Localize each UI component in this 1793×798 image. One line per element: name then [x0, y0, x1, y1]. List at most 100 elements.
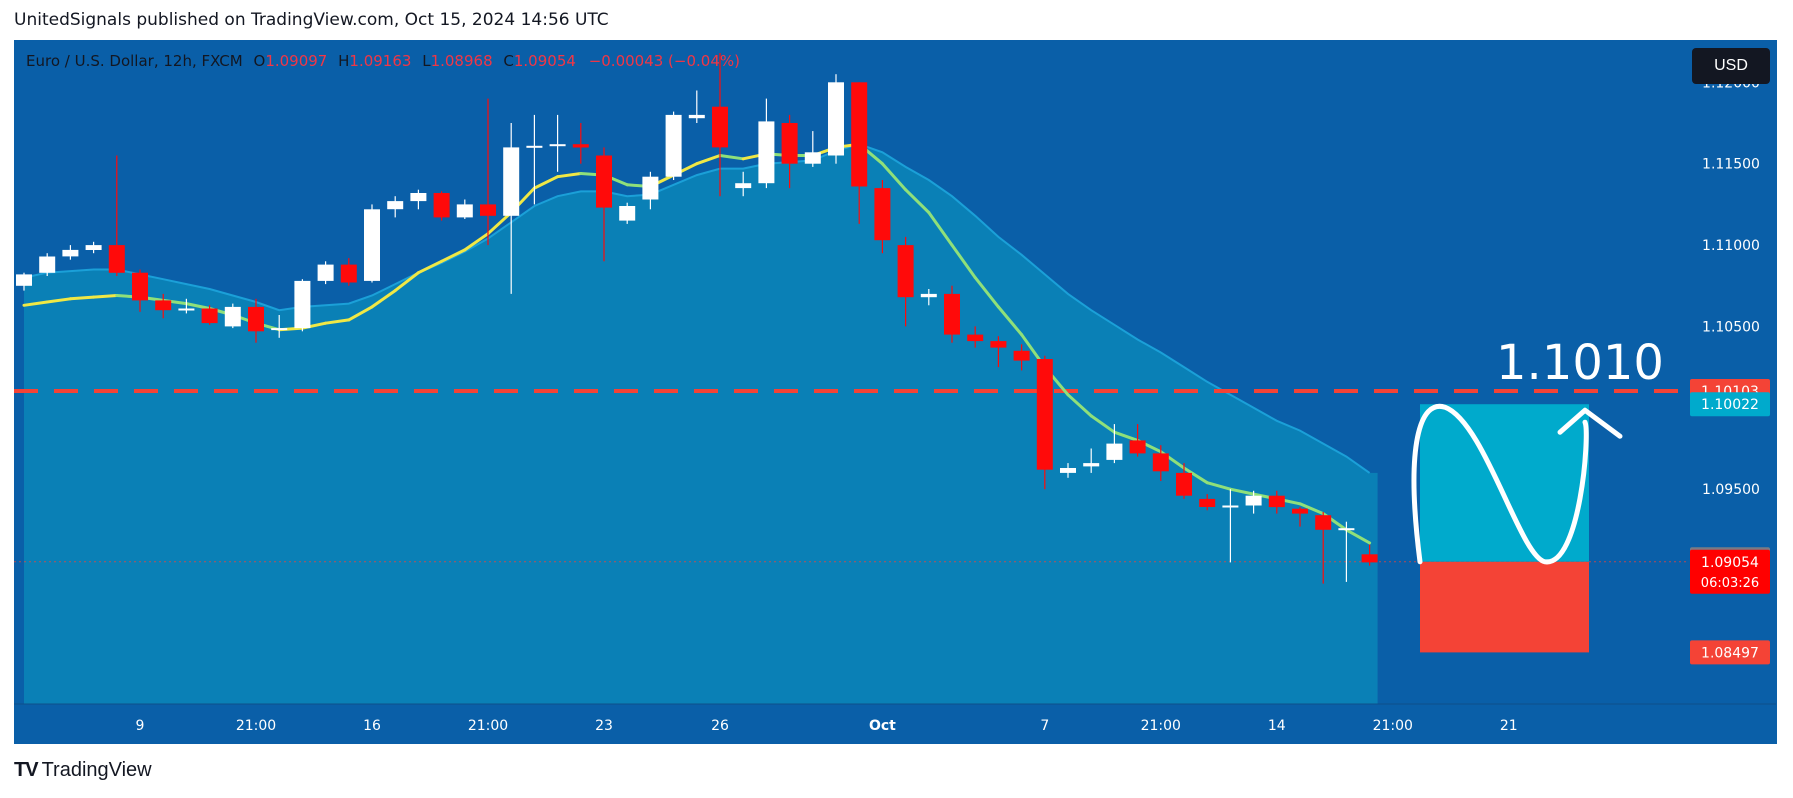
candle-body[interactable]	[851, 82, 868, 187]
candle-body[interactable]	[1222, 505, 1239, 508]
candle-body[interactable]	[433, 193, 450, 218]
candle-body[interactable]	[944, 293, 960, 335]
time-tick-label: 21:00	[1373, 718, 1413, 734]
plot-area[interactable]	[14, 53, 1686, 704]
time-tick-label: 16	[363, 718, 381, 734]
ema-fast-segment	[486, 211, 513, 236]
ema-fast-segment	[996, 305, 1024, 337]
candle-body[interactable]	[503, 147, 520, 216]
stop-zone[interactable]	[1420, 561, 1589, 653]
candle-body[interactable]	[526, 145, 543, 148]
ema-fast-segment	[184, 302, 212, 310]
price-tag-label: 1.08497	[1701, 645, 1759, 661]
candle-body[interactable]	[201, 308, 218, 324]
candle-body[interactable]	[317, 264, 334, 281]
time-axis[interactable]: 9 21:00 16 21:00 23 26 Oct 7 21:00 14 21:00 21	[14, 703, 1777, 744]
ema-fast-segment	[904, 188, 931, 214]
candle-body[interactable]	[1083, 463, 1100, 467]
candle-body[interactable]	[990, 341, 1007, 348]
candle-body[interactable]	[39, 256, 56, 273]
candle-body[interactable]	[155, 300, 172, 311]
candle-body[interactable]	[1199, 498, 1216, 507]
candle-body[interactable]	[572, 144, 589, 148]
currency-button[interactable]: USD	[1692, 48, 1770, 84]
candle-body[interactable]	[967, 334, 984, 342]
candle-body[interactable]	[62, 249, 79, 257]
ema-fast-segment	[1182, 466, 1209, 485]
ema-fast-segment	[92, 294, 119, 299]
bar-countdown: 06:03:26	[1701, 576, 1759, 591]
candle-body[interactable]	[1129, 440, 1146, 454]
candle-body[interactable]	[271, 328, 288, 331]
open-value: 1.09097	[265, 52, 328, 70]
candle-body[interactable]	[16, 274, 32, 286]
candle-body[interactable]	[1106, 443, 1123, 460]
candle-body[interactable]	[1036, 359, 1053, 470]
ema-fast-segment	[1298, 502, 1325, 516]
drawings-layer[interactable]: 1.1010	[1411, 335, 1664, 653]
ema-fast-segment	[1205, 481, 1232, 491]
candle-body[interactable]	[920, 293, 937, 298]
candle-body[interactable]	[1315, 515, 1332, 530]
candle-body[interactable]	[132, 272, 148, 301]
candle-body[interactable]	[248, 306, 264, 332]
candle-body[interactable]	[1292, 508, 1308, 514]
time-axis-strip[interactable]	[14, 704, 1777, 744]
candle-body[interactable]	[364, 209, 380, 281]
ema-fast-segment	[880, 162, 908, 192]
candle-body[interactable]	[410, 193, 427, 202]
candle-body[interactable]	[781, 123, 798, 164]
candle-body[interactable]	[224, 306, 241, 327]
price-axis[interactable]: 1.120001.115001.110001.105001.100001.095…	[1690, 75, 1770, 665]
candle-body[interactable]	[735, 183, 752, 189]
candle-body[interactable]	[549, 144, 566, 147]
price-tag[interactable]	[1690, 549, 1770, 594]
projection-curve[interactable]	[1411, 403, 1589, 565]
price-tag[interactable]	[1690, 392, 1770, 417]
candle-body[interactable]	[108, 245, 125, 273]
candle-body[interactable]	[758, 121, 775, 184]
symbol-title[interactable]: Euro / U.S. Dollar, 12h, FXCM	[26, 52, 243, 70]
candle-body[interactable]	[1152, 453, 1169, 472]
candle-body[interactable]	[642, 176, 659, 200]
candle-body[interactable]	[456, 204, 473, 218]
close-label: C	[503, 52, 514, 70]
candle-body[interactable]	[178, 308, 195, 311]
candle-body[interactable]	[1060, 468, 1076, 473]
candle-body[interactable]	[596, 155, 612, 208]
candle-body[interactable]	[480, 204, 496, 216]
candle-body[interactable]	[294, 280, 311, 329]
low-value: 1.08968	[430, 52, 493, 70]
candle-body[interactable]	[619, 206, 636, 221]
tradingview-logo[interactable]: TV TradingView	[14, 759, 152, 782]
projection-arrowhead	[1557, 407, 1623, 439]
candle-body[interactable]	[1338, 528, 1355, 531]
candle-body[interactable]	[874, 188, 891, 241]
ema-slow-line	[23, 143, 1371, 474]
time-tick-label: 21:00	[1141, 718, 1181, 734]
ema-fast-segment	[1089, 414, 1116, 434]
candle-body[interactable]	[828, 82, 844, 156]
price-annotation[interactable]: 1.1010	[1496, 335, 1664, 391]
change-value: −0.00043 (−0.04%)	[588, 52, 740, 70]
candle-body[interactable]	[1268, 495, 1285, 508]
candle-body[interactable]	[1013, 350, 1030, 361]
candle-body[interactable]	[712, 106, 728, 148]
price-tag[interactable]	[1690, 640, 1770, 665]
candle-body[interactable]	[387, 201, 404, 210]
ema-fast-segment	[973, 276, 1000, 309]
candle-body[interactable]	[897, 245, 914, 298]
candle-body[interactable]	[1245, 495, 1262, 506]
candle-body[interactable]	[1176, 472, 1192, 496]
time-tick-label: 21	[1500, 718, 1518, 734]
candle-body[interactable]	[85, 245, 102, 250]
candle-body[interactable]	[804, 152, 821, 164]
candle-body[interactable]	[1361, 554, 1378, 563]
ema-fast-segment	[556, 172, 583, 179]
candle-body[interactable]	[665, 114, 682, 177]
candle-body[interactable]	[340, 264, 357, 283]
ema-fast-segment	[324, 318, 351, 325]
candle-body[interactable]	[688, 114, 705, 119]
open-label: O	[253, 52, 266, 70]
